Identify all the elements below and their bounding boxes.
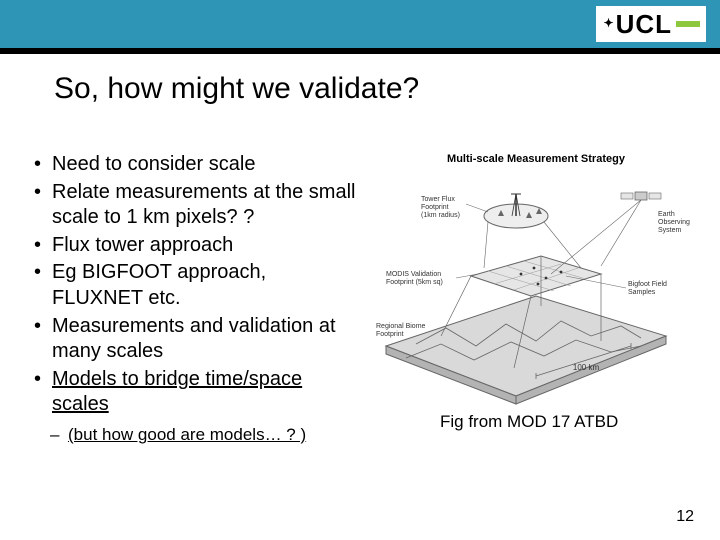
logo-accent-bar bbox=[676, 21, 700, 27]
ucl-logo: ✦ UCL bbox=[596, 6, 707, 42]
page-number: 12 bbox=[676, 508, 694, 526]
label-modis: MODIS Validation Footprint (5km sq) bbox=[386, 271, 443, 286]
sub-bullet-text: (but how good are models… ? ) bbox=[68, 425, 306, 444]
regional-biome-block bbox=[386, 296, 666, 404]
label-tower: Tower Flux Footprint (1km radius) bbox=[421, 196, 460, 219]
figure: Multi-scale Measurement Strategy bbox=[366, 146, 696, 406]
bullet-text: Need to consider scale bbox=[52, 153, 255, 175]
bullet-item: Models to bridge time/space scales bbox=[30, 367, 360, 418]
bullet-item: Measurements and validation at many scal… bbox=[30, 314, 360, 365]
modis-footprint bbox=[471, 256, 601, 296]
bullet-item: Need to consider scale bbox=[30, 152, 360, 178]
bullet-list: Need to consider scale Relate measuremen… bbox=[30, 152, 360, 446]
figure-caption: Fig from MOD 17 ATBD bbox=[440, 412, 618, 432]
bullet-text: Measurements and validation at many scal… bbox=[52, 315, 336, 363]
slide: ✦ UCL So, how might we validate? Need to… bbox=[0, 0, 720, 540]
tower-footprint bbox=[484, 194, 548, 228]
satellite-icon bbox=[551, 192, 661, 274]
label-satellite: Earth Observing System bbox=[658, 211, 692, 234]
bullet-item: Relate measurements at the small scale t… bbox=[30, 180, 360, 231]
bullet-text: Flux tower approach bbox=[52, 234, 233, 256]
slide-title: So, how might we validate? bbox=[54, 72, 419, 106]
sub-bullet-item: (but how good are models… ? ) bbox=[30, 424, 360, 446]
bullet-text: Relate measurements at the small scale t… bbox=[52, 181, 355, 229]
logo-portico-icon: ✦ bbox=[604, 16, 614, 30]
logo-text: UCL bbox=[616, 9, 672, 40]
header-underline bbox=[0, 48, 720, 54]
figure-title: Multi-scale Measurement Strategy bbox=[447, 153, 626, 165]
bullet-text: Models to bridge time/space scales bbox=[52, 368, 302, 416]
bullet-item: Eg BIGFOOT approach, FLUXNET etc. bbox=[30, 260, 360, 311]
bullet-item: Flux tower approach bbox=[30, 233, 360, 259]
scale-label: 100 km bbox=[573, 363, 600, 372]
figure-svg: Multi-scale Measurement Strategy bbox=[366, 146, 696, 406]
bullet-text: Eg BIGFOOT approach, FLUXNET etc. bbox=[52, 261, 266, 309]
label-samples: Bigfoot Field Samples bbox=[628, 281, 669, 296]
